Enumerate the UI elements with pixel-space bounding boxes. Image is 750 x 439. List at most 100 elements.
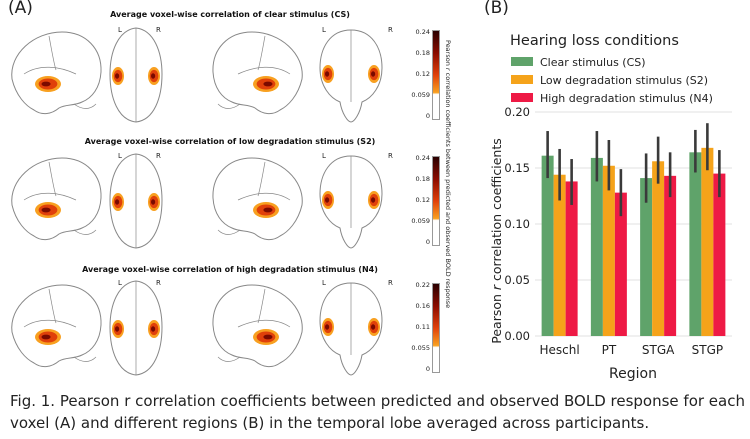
left-sagittal-view	[11, 157, 102, 241]
bar	[652, 161, 665, 336]
y-axis-label-part1: Pearson	[489, 290, 504, 344]
right-sagittal-view-sulcus	[237, 192, 291, 201]
y-tick-label: 0.10	[504, 217, 530, 231]
axial-view-activation-left-core	[115, 73, 120, 79]
plot-area: 0.00 0.05 0.10 0.15 0.20 Heschl PT STGA STGP	[504, 105, 732, 357]
right-sagittal-view-activation-core	[263, 334, 273, 340]
bar	[689, 152, 702, 336]
axial-wrap	[109, 153, 163, 249]
bar	[713, 173, 726, 336]
bar	[602, 165, 615, 336]
colorbar-tick: 0.16	[415, 302, 430, 310]
colorbar-tick: 0	[425, 365, 430, 373]
axial-view-activation-left-core	[115, 326, 120, 332]
left-hemisphere-marker: L	[118, 26, 122, 34]
left-sagittal-view-activation-core	[41, 334, 51, 340]
coronal-wrap	[319, 155, 383, 249]
colorbar-tick: 0	[425, 112, 430, 120]
colorbar-tick: 0.11	[415, 323, 430, 331]
axial-view-activation-right-core	[151, 199, 156, 205]
left-sagittal-view-cerebellum	[73, 356, 97, 362]
coronal-view-activation-right-core	[371, 197, 376, 203]
coronal-view-outline	[319, 155, 383, 249]
axial-wrap	[109, 27, 163, 123]
coronal-view-outline	[319, 282, 383, 376]
left-hemisphere-marker: L	[322, 152, 326, 160]
x-axis-label: Region	[609, 366, 657, 382]
right-sagittal-wrap	[212, 157, 303, 241]
left-sagittal-view-sulcus	[23, 192, 77, 201]
left-hemisphere-marker: L	[118, 279, 122, 287]
figure-caption: Fig. 1. Pearson r correlation coefficien…	[10, 392, 745, 432]
colorbar-tick: 0.055	[411, 344, 430, 352]
right-hemisphere-marker: R	[156, 279, 161, 287]
right-hemisphere-marker: R	[388, 26, 393, 34]
legend-label: Low degradation stimulus (S2)	[540, 74, 708, 87]
coronal-view-activation-left-core	[325, 324, 330, 330]
axial-view	[109, 153, 163, 249]
left-sagittal-view-sulcus	[23, 66, 77, 75]
left-sagittal-view-sulcus	[23, 319, 77, 328]
axial-wrap	[109, 280, 163, 376]
left-sagittal-wrap	[11, 157, 102, 241]
coronal-view	[319, 282, 383, 376]
x-tick-label: STGA	[642, 343, 675, 357]
left-sagittal-view-outline	[11, 284, 102, 368]
coronal-view	[319, 29, 383, 123]
left-hemisphere-marker: L	[118, 152, 122, 160]
y-axis-label: Pearson r correlation coefficients	[489, 138, 504, 343]
left-sagittal-view-cerebellum	[73, 103, 97, 109]
right-sagittal-view-cerebellum	[217, 229, 241, 235]
bar	[565, 181, 578, 336]
row-title-n4: Average voxel-wise correlation of high d…	[82, 265, 378, 274]
bar	[553, 174, 566, 336]
colorbar-3	[432, 283, 440, 373]
right-sagittal-view	[212, 284, 303, 368]
brain-row-3	[11, 280, 383, 376]
coronal-wrap	[319, 282, 383, 376]
colorbar-tick: 0.24	[415, 154, 430, 162]
legend: Clear stimulus (CS) Low degradation stimu…	[511, 56, 713, 105]
right-sagittal-view	[212, 31, 303, 115]
right-hemisphere-marker: R	[156, 152, 161, 160]
colorbar-tick: 0.24	[415, 28, 430, 36]
colorbar-label-part2: correlation coefficients between predict…	[444, 70, 452, 309]
legend-label: Clear stimulus (CS)	[540, 56, 646, 69]
brain-row-1	[11, 27, 383, 123]
colorbar-tick: 0	[425, 238, 430, 246]
left-sagittal-view-central-sulcus	[48, 35, 57, 71]
panel-a-label: (A)	[8, 0, 33, 18]
colorbar-tick: 0.18	[415, 175, 430, 183]
right-sagittal-view-sulcus	[237, 319, 291, 328]
left-sagittal-view-activation-core	[41, 81, 51, 87]
x-tick-label: STGP	[692, 343, 723, 357]
left-hemisphere-marker: L	[322, 26, 326, 34]
axial-view-activation-right-core	[151, 326, 156, 332]
coronal-view-activation-left-core	[325, 71, 330, 77]
left-sagittal-view-outline	[11, 157, 102, 241]
right-hemisphere-marker: R	[388, 279, 393, 287]
legend-title: Hearing loss conditions	[510, 33, 679, 49]
axial-view-activation-left-core	[115, 199, 120, 205]
right-sagittal-view-cerebellum	[217, 103, 241, 109]
colorbar-2	[432, 156, 440, 246]
coronal-wrap	[319, 29, 383, 123]
coronal-view-activation-left-core	[325, 197, 330, 203]
axial-view	[109, 280, 163, 376]
panel-b-label: (B)	[484, 0, 509, 18]
legend-swatch	[511, 75, 533, 84]
colorbar-tick: 0.059	[411, 91, 430, 99]
coronal-view	[319, 155, 383, 249]
right-sagittal-view-central-sulcus	[257, 288, 266, 324]
y-tick-label: 0.20	[504, 105, 530, 119]
coronal-view-activation-right-core	[371, 71, 376, 77]
x-tick-label: PT	[602, 343, 617, 357]
x-tick-label: Heschl	[540, 343, 580, 357]
y-tick-label: 0.00	[504, 329, 530, 343]
y-axis-label-part2: correlation coefficients	[489, 138, 504, 285]
coronal-view-outline	[319, 29, 383, 123]
left-sagittal-view	[11, 284, 102, 368]
legend-swatch	[511, 93, 533, 102]
bar	[614, 192, 627, 336]
colorbar-tick: 0.18	[415, 49, 430, 57]
